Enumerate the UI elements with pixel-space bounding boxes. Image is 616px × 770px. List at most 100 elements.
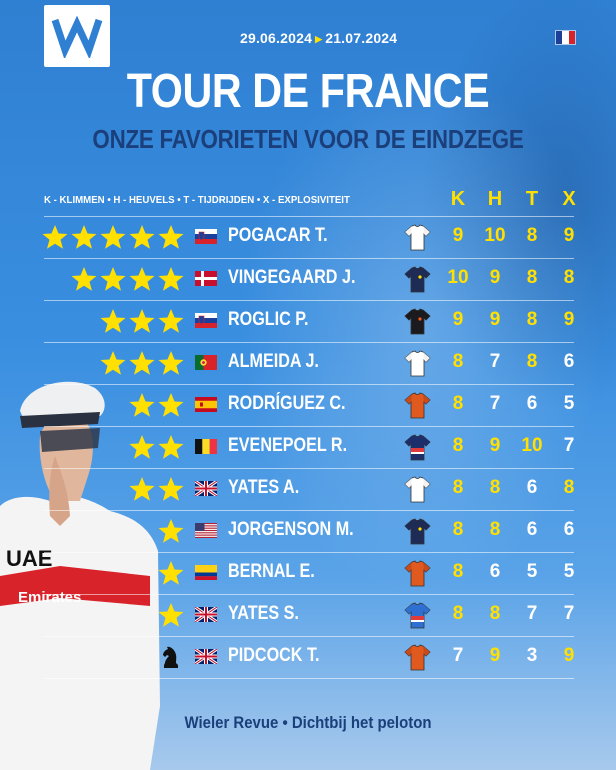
score-h: 6 bbox=[489, 561, 501, 582]
rider-photo: UAE Emirates bbox=[0, 381, 160, 770]
country-flag-icon bbox=[195, 565, 217, 580]
score-k: 9 bbox=[452, 309, 464, 330]
score-x: 9 bbox=[563, 225, 575, 246]
footer-credit: Wieler Revue • Dichtbij het peloton bbox=[184, 713, 432, 732]
star-icon bbox=[71, 225, 97, 249]
star-rating bbox=[158, 602, 184, 628]
rider-row: PIDCOCK T. 7 9 3 9 bbox=[0, 636, 616, 678]
star-icon bbox=[158, 561, 184, 585]
score-k: 8 bbox=[452, 477, 464, 498]
score-h: 7 bbox=[489, 393, 501, 414]
score-t: 8 bbox=[526, 267, 538, 288]
rider-name: YATES S. bbox=[228, 603, 299, 624]
score-h: 8 bbox=[489, 477, 501, 498]
arrow-icon: ▶ bbox=[315, 34, 323, 44]
rider-row: BERNAL E. 8 6 5 5 bbox=[0, 552, 616, 594]
navy-jersey-icon bbox=[404, 266, 431, 293]
orange-jersey-icon bbox=[404, 644, 431, 671]
star-icon bbox=[100, 351, 126, 375]
star-rating bbox=[158, 644, 184, 670]
score-x: 9 bbox=[563, 645, 575, 666]
score-x: 8 bbox=[563, 477, 575, 498]
score-h: 7 bbox=[489, 351, 501, 372]
star-icon bbox=[100, 309, 126, 333]
star-rating bbox=[129, 434, 184, 460]
score-k: 10 bbox=[447, 267, 469, 288]
rider-row: RODRÍGUEZ C. 8 7 6 5 bbox=[0, 384, 616, 426]
star-rating bbox=[100, 308, 184, 334]
score-t: 6 bbox=[526, 477, 538, 498]
star-rating bbox=[158, 560, 184, 586]
star-icon bbox=[42, 225, 68, 249]
score-t: 6 bbox=[526, 519, 538, 540]
country-flag-icon bbox=[195, 439, 217, 454]
score-t: 8 bbox=[526, 351, 538, 372]
score-t: 6 bbox=[526, 393, 538, 414]
rider-name: ROGLIC P. bbox=[228, 309, 309, 330]
score-k: 8 bbox=[452, 603, 464, 624]
star-rating bbox=[129, 392, 184, 418]
star-icon bbox=[158, 477, 184, 501]
column-header-t: T bbox=[525, 188, 539, 210]
score-x: 5 bbox=[563, 393, 575, 414]
rider-row: YATES S. 8 8 7 7 bbox=[0, 594, 616, 636]
table-divider bbox=[44, 258, 574, 259]
country-flag-icon bbox=[195, 229, 217, 244]
rider-row: ALMEIDA J. 8 7 8 6 bbox=[0, 342, 616, 384]
score-x: 7 bbox=[563, 435, 575, 456]
chess-knight-icon bbox=[163, 646, 178, 668]
rider-name: VINGEGAARD J. bbox=[228, 267, 356, 288]
rider-row: YATES A. 8 8 6 8 bbox=[0, 468, 616, 510]
rider-row: ROGLIC P. 9 9 8 9 bbox=[0, 300, 616, 342]
white-jersey-icon bbox=[404, 476, 431, 503]
star-icon bbox=[129, 477, 155, 501]
date-range: 29.06.2024 ▶ 21.07.2024 bbox=[240, 30, 397, 46]
wielerrevue-logo[interactable] bbox=[44, 5, 110, 67]
score-x: 9 bbox=[563, 309, 575, 330]
rider-name: PIDCOCK T. bbox=[228, 645, 320, 666]
score-t: 8 bbox=[526, 225, 538, 246]
table-divider bbox=[44, 594, 574, 595]
column-header-h: H bbox=[487, 188, 503, 210]
score-x: 6 bbox=[563, 519, 575, 540]
star-rating bbox=[158, 518, 184, 544]
score-k: 7 bbox=[452, 645, 464, 666]
rider-name: BERNAL E. bbox=[228, 561, 315, 582]
country-flag-icon bbox=[195, 649, 217, 664]
column-header-x: X bbox=[562, 188, 576, 210]
star-icon bbox=[129, 267, 155, 291]
country-flag-icon bbox=[195, 607, 217, 622]
score-x: 5 bbox=[563, 561, 575, 582]
rider-name: EVENEPOEL R. bbox=[228, 435, 348, 456]
white-jersey-icon bbox=[404, 350, 431, 377]
star-icon bbox=[129, 351, 155, 375]
rider-name: JORGENSON M. bbox=[228, 519, 354, 540]
date-start: 29.06.2024 bbox=[240, 30, 313, 46]
star-icon bbox=[158, 519, 184, 543]
score-x: 7 bbox=[563, 603, 575, 624]
star-icon bbox=[71, 267, 97, 291]
score-x: 8 bbox=[563, 267, 575, 288]
table-divider bbox=[44, 636, 574, 637]
country-flag-icon bbox=[195, 313, 217, 328]
rider-name: ALMEIDA J. bbox=[228, 351, 319, 372]
star-icon bbox=[158, 393, 184, 417]
rider-row: JORGENSON M. 8 8 6 6 bbox=[0, 510, 616, 552]
star-icon bbox=[129, 435, 155, 459]
star-icon bbox=[158, 309, 184, 333]
table-divider bbox=[44, 468, 574, 469]
table-divider bbox=[44, 678, 574, 679]
orange-jersey-icon bbox=[404, 560, 431, 587]
score-x: 6 bbox=[563, 351, 575, 372]
table-divider bbox=[44, 216, 574, 217]
star-rating bbox=[100, 350, 184, 376]
rider-jersey-text-uae: UAE bbox=[6, 546, 52, 571]
rider-row: EVENEPOEL R. 8 9 10 7 bbox=[0, 426, 616, 468]
score-k: 8 bbox=[452, 435, 464, 456]
page-subtitle: ONZE FAVORIETEN VOOR DE EINDZEGE bbox=[92, 124, 524, 154]
star-icon bbox=[158, 435, 184, 459]
score-k: 9 bbox=[452, 225, 464, 246]
score-t: 7 bbox=[526, 603, 538, 624]
score-h: 9 bbox=[489, 645, 501, 666]
